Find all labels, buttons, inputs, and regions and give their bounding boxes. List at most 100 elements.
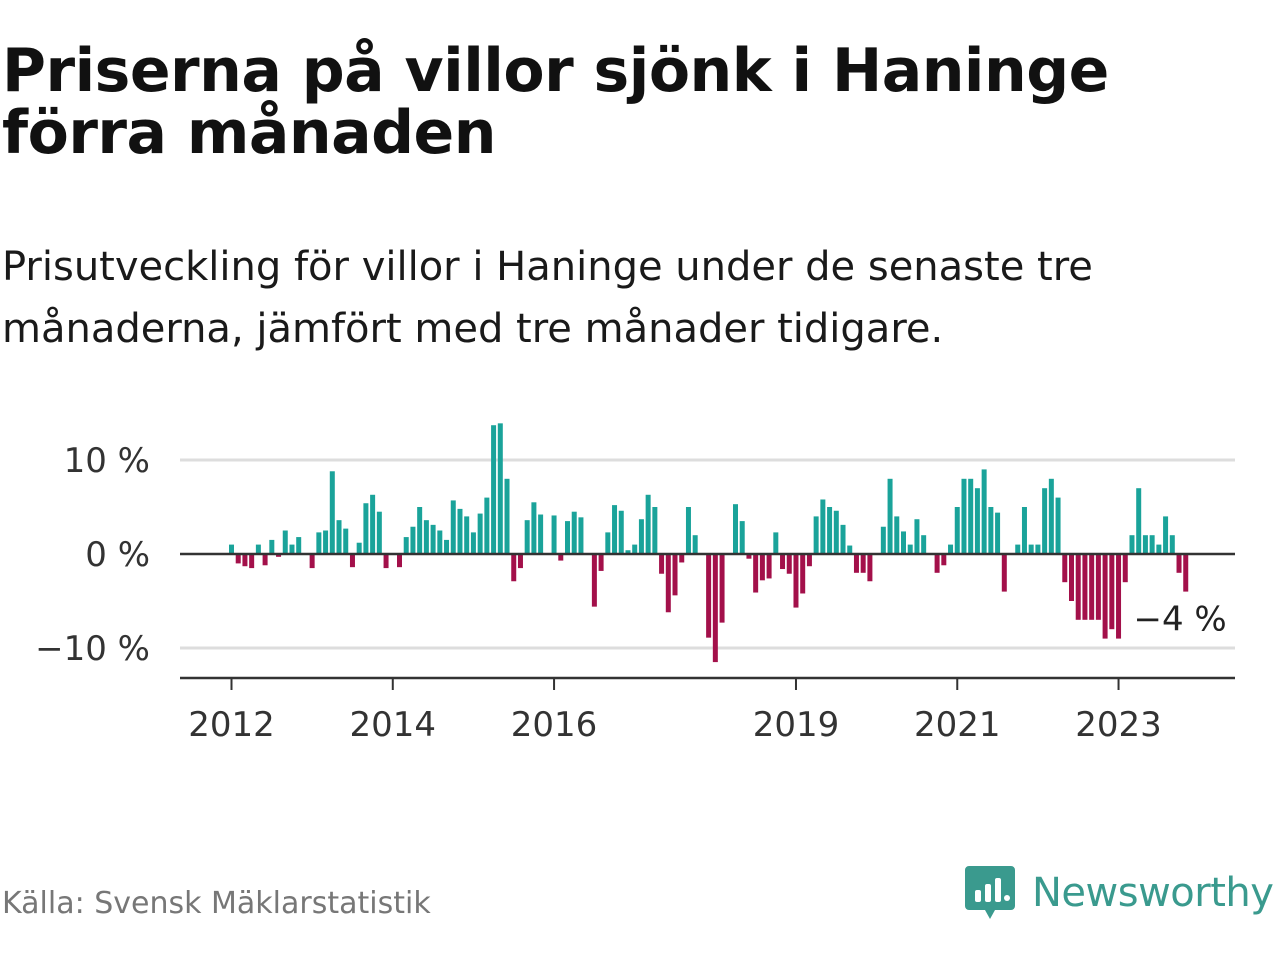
bar	[417, 507, 423, 554]
bar	[477, 513, 483, 554]
bar	[685, 507, 691, 554]
bar	[618, 510, 624, 554]
bar	[793, 554, 799, 608]
bar	[961, 478, 967, 554]
bar	[706, 554, 712, 638]
bar	[894, 516, 900, 554]
bar	[867, 554, 873, 582]
chart-title: Priserna på villor sjönk i Haninge förra…	[2, 36, 1109, 168]
bar	[484, 497, 490, 554]
newsworthy-logo-icon	[965, 866, 1015, 919]
x-tick-label: 2019	[753, 705, 840, 745]
bar	[470, 532, 476, 554]
bar	[1015, 544, 1021, 554]
bar	[356, 542, 362, 554]
x-tick-label: 2014	[350, 705, 437, 745]
bar	[309, 554, 315, 569]
bar	[827, 507, 833, 554]
chart-subtitle: Prisutveckling för villor i Haninge unde…	[2, 244, 1093, 352]
bar	[1089, 554, 1095, 620]
bar	[1055, 497, 1061, 554]
bar	[289, 544, 295, 554]
brand-logo: Newsworthy	[964, 864, 1274, 922]
bar	[988, 507, 994, 554]
bar-chart: 10 % 0 % −10 % 2012 2014 2016 2019 2021 2023 −4 %	[35, 423, 1235, 745]
bar	[571, 511, 577, 554]
bar	[1001, 554, 1007, 592]
bar	[450, 500, 456, 554]
bar	[887, 478, 893, 554]
bar	[766, 554, 772, 579]
bar	[1095, 554, 1101, 620]
bar	[813, 516, 819, 554]
bar	[632, 544, 638, 554]
bar	[1183, 554, 1189, 592]
bar	[1163, 516, 1169, 554]
bar	[806, 554, 812, 567]
bar	[659, 554, 665, 574]
bar	[598, 554, 604, 571]
bar	[363, 503, 369, 554]
bar	[349, 554, 355, 568]
bar	[1021, 507, 1027, 554]
bar	[1035, 544, 1041, 554]
y-tick-label: 10 %	[64, 441, 150, 481]
bar	[995, 512, 1001, 554]
bar	[282, 530, 288, 554]
bar	[981, 469, 987, 554]
bar	[1042, 488, 1048, 554]
bar	[719, 554, 725, 623]
bar	[316, 532, 322, 554]
bar	[692, 535, 698, 554]
bar	[524, 520, 530, 554]
y-tick-label: −10 %	[35, 629, 150, 669]
bar	[1116, 554, 1122, 639]
bar	[255, 544, 261, 554]
bar	[1142, 535, 1148, 554]
bar	[336, 520, 342, 554]
x-tick-label: 2021	[914, 705, 1001, 745]
bar	[430, 524, 436, 554]
x-tick-label: 2023	[1075, 705, 1162, 745]
bar	[1062, 554, 1068, 583]
bar	[370, 494, 376, 554]
bar	[934, 554, 940, 573]
bar	[625, 550, 631, 554]
bar	[262, 554, 268, 566]
bar	[780, 554, 786, 570]
x-tick-label: 2012	[188, 705, 275, 745]
bar	[397, 554, 402, 568]
bar	[746, 554, 752, 559]
bar	[753, 554, 759, 593]
bar	[403, 537, 409, 554]
bar	[578, 517, 584, 554]
bar	[249, 554, 255, 569]
bar	[229, 544, 234, 554]
bar	[444, 539, 450, 554]
bar	[954, 507, 960, 554]
latest-value-label: −4 %	[1134, 600, 1227, 640]
bar	[1075, 554, 1081, 620]
bar	[665, 554, 671, 613]
bar	[269, 539, 275, 554]
source-note: Källa: Svensk Mäklarstatistik	[2, 886, 431, 921]
bar	[759, 554, 765, 581]
bar	[786, 554, 792, 574]
bar	[504, 478, 510, 554]
bar	[907, 544, 913, 554]
bar	[739, 521, 745, 554]
bar	[612, 505, 618, 554]
bar	[941, 554, 947, 566]
bar	[464, 516, 470, 554]
bar	[860, 554, 866, 573]
bar	[538, 514, 544, 554]
bar	[672, 554, 678, 596]
bar	[712, 554, 718, 663]
bar	[276, 554, 282, 557]
bar	[645, 494, 651, 554]
bar	[1122, 554, 1128, 583]
bar	[491, 425, 497, 554]
bar	[974, 488, 980, 554]
bar	[551, 515, 557, 554]
bar	[1048, 478, 1054, 554]
